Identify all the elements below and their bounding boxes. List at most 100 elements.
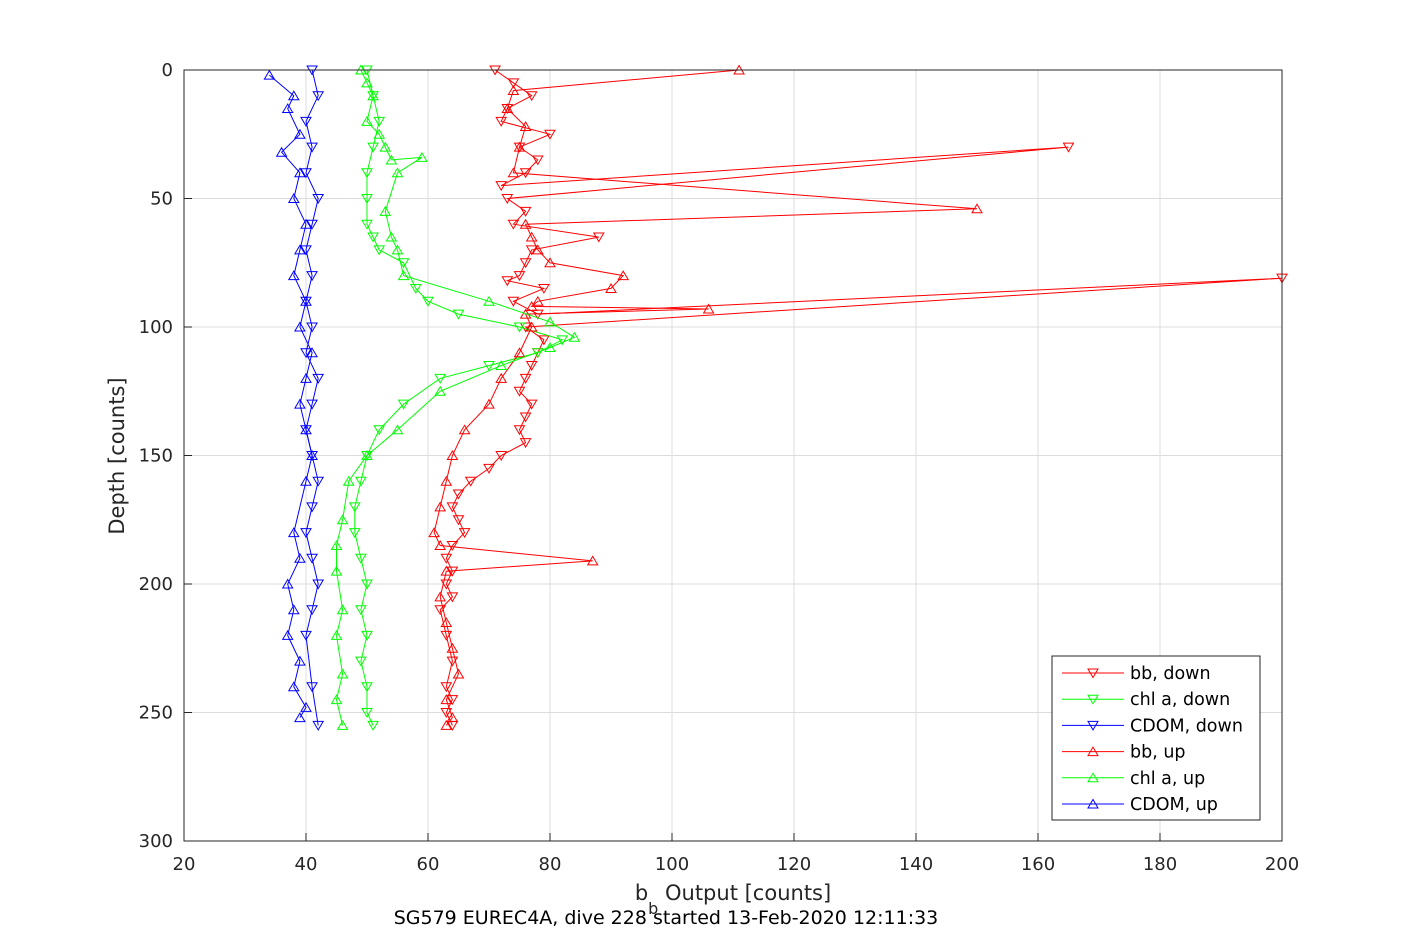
data-point-chl-a-down bbox=[355, 656, 367, 667]
y-tick-label: 300 bbox=[139, 831, 173, 852]
data-point-bb-down bbox=[525, 245, 538, 256]
data-point-bb-down bbox=[483, 463, 495, 474]
legend-marker bbox=[1087, 772, 1099, 783]
data-point-chl-a-down bbox=[355, 553, 367, 564]
data-point-cdom-up bbox=[294, 655, 306, 666]
data-point-cdom-up bbox=[294, 712, 306, 723]
data-point-bb-up bbox=[513, 141, 526, 152]
data-point-bb-down bbox=[495, 181, 508, 192]
data-point-chl-a-up bbox=[361, 77, 373, 88]
data-point-chl-a-down bbox=[373, 245, 386, 256]
data-point-cdom-up bbox=[287, 681, 300, 692]
data-point-bb-up bbox=[440, 565, 453, 576]
series-layer bbox=[263, 64, 1288, 731]
data-point-cdom-down bbox=[306, 553, 318, 564]
series-line-bb-down bbox=[439, 69, 1283, 726]
data-point-chl-a-down bbox=[409, 283, 422, 294]
data-point-chl-a-up bbox=[336, 604, 349, 615]
data-point-chl-a-up bbox=[379, 141, 392, 152]
ticks: 20 40 60 80 100 120 140 160 180 200 0 50 100 150 200 25… bbox=[139, 60, 1300, 875]
data-point-chl-a-down bbox=[367, 232, 379, 243]
data-point-bb-up bbox=[507, 85, 520, 96]
legend-label: CDOM, down bbox=[1130, 716, 1243, 736]
data-point-cdom-down bbox=[312, 373, 325, 384]
y-tick-label: 100 bbox=[139, 317, 173, 338]
data-point-cdom-up bbox=[281, 103, 294, 114]
data-point-cdom-up bbox=[287, 90, 300, 101]
legend-marker bbox=[1087, 746, 1099, 757]
data-point-cdom-down bbox=[306, 399, 318, 410]
data-point-cdom-up bbox=[300, 372, 312, 383]
data-point-chl-a-up bbox=[336, 668, 349, 679]
data-point-cdom-up bbox=[287, 193, 300, 203]
data-point-bb-down bbox=[495, 451, 508, 461]
data-point-chl-a-up bbox=[379, 205, 392, 216]
data-point-chl-a-down bbox=[361, 708, 373, 718]
data-point-bb-up bbox=[525, 231, 538, 242]
legend-box bbox=[1051, 655, 1261, 821]
data-point-cdom-down bbox=[306, 502, 318, 513]
data-point-cdom-down bbox=[306, 682, 318, 693]
data-point-chl-a-down bbox=[361, 682, 373, 693]
data-point-cdom-down bbox=[300, 630, 312, 641]
data-point-bb-up bbox=[452, 668, 465, 679]
data-point-chl-a-down bbox=[367, 142, 379, 153]
data-point-bb-down bbox=[464, 476, 477, 487]
data-point-bb-up bbox=[586, 555, 599, 566]
data-point-bb-down bbox=[507, 78, 520, 89]
data-point-cdom-down bbox=[312, 579, 325, 590]
data-point-bb-down bbox=[440, 553, 453, 564]
x-tick-label: 140 bbox=[899, 854, 933, 875]
legend-marker bbox=[1087, 668, 1099, 679]
data-point-cdom-down bbox=[306, 219, 318, 230]
y-tick-label: 0 bbox=[162, 60, 173, 81]
data-point-cdom-up bbox=[300, 701, 312, 712]
legend-entry-chl-a-down: chl a, down bbox=[1062, 690, 1230, 710]
data-point-chl-a-up bbox=[391, 424, 404, 435]
data-point-cdom-up bbox=[294, 244, 306, 255]
data-point-bb-down bbox=[446, 502, 459, 513]
legend: bb, down chl a, down CDOM, down bb, up chl a… bbox=[1051, 655, 1261, 821]
data-point-bb-up bbox=[531, 295, 544, 306]
legend-label: CDOM, up bbox=[1130, 795, 1218, 815]
data-point-bb-up bbox=[519, 121, 532, 132]
data-point-bb-down bbox=[452, 489, 465, 500]
data-point-cdom-up bbox=[300, 475, 312, 486]
legend-marker bbox=[1087, 694, 1099, 705]
data-point-chl-a-down bbox=[452, 309, 465, 320]
data-point-chl-a-down bbox=[367, 720, 379, 731]
data-point-chl-a-up bbox=[385, 154, 398, 165]
data-point-chl-a-up bbox=[434, 385, 447, 396]
data-point-bb-up bbox=[483, 398, 495, 409]
legend-label: bb, down bbox=[1130, 664, 1211, 684]
data-point-chl-a-up bbox=[373, 128, 386, 139]
data-point-bb-up bbox=[501, 103, 514, 114]
data-point-chl-a-down bbox=[348, 528, 361, 539]
legend-label: chl a, down bbox=[1130, 690, 1230, 710]
series-line-cdom-down bbox=[305, 69, 319, 726]
data-point-cdom-down bbox=[312, 194, 325, 204]
data-point-cdom-down bbox=[312, 476, 325, 487]
data-point-bb-up bbox=[446, 450, 459, 460]
data-point-chl-a-down bbox=[355, 605, 367, 616]
data-point-chl-a-down bbox=[355, 476, 367, 487]
data-point-bb-down bbox=[440, 630, 453, 641]
data-point-bb-up bbox=[458, 424, 471, 435]
data-point-chl-a-up bbox=[336, 719, 349, 730]
data-point-bb-up bbox=[525, 321, 538, 332]
data-point-cdom-up bbox=[294, 167, 306, 178]
data-point-cdom-down bbox=[306, 322, 318, 333]
data-point-chl-a-down bbox=[348, 502, 361, 513]
data-point-bb-down bbox=[501, 194, 514, 204]
data-point-chl-a-up bbox=[416, 151, 428, 162]
data-point-chl-a-up bbox=[367, 90, 379, 101]
data-point-chl-a-down bbox=[556, 335, 569, 346]
data-point-chl-a-down bbox=[361, 194, 373, 204]
legend-entry-bb-down: bb, down bbox=[1062, 664, 1211, 684]
legend-label: bb, up bbox=[1130, 743, 1186, 763]
x-axis-label-subscript: b bbox=[648, 899, 658, 918]
data-point-chl-a-down bbox=[434, 373, 447, 384]
data-point-chl-a-down bbox=[361, 168, 373, 179]
data-point-bb-down bbox=[531, 155, 544, 166]
